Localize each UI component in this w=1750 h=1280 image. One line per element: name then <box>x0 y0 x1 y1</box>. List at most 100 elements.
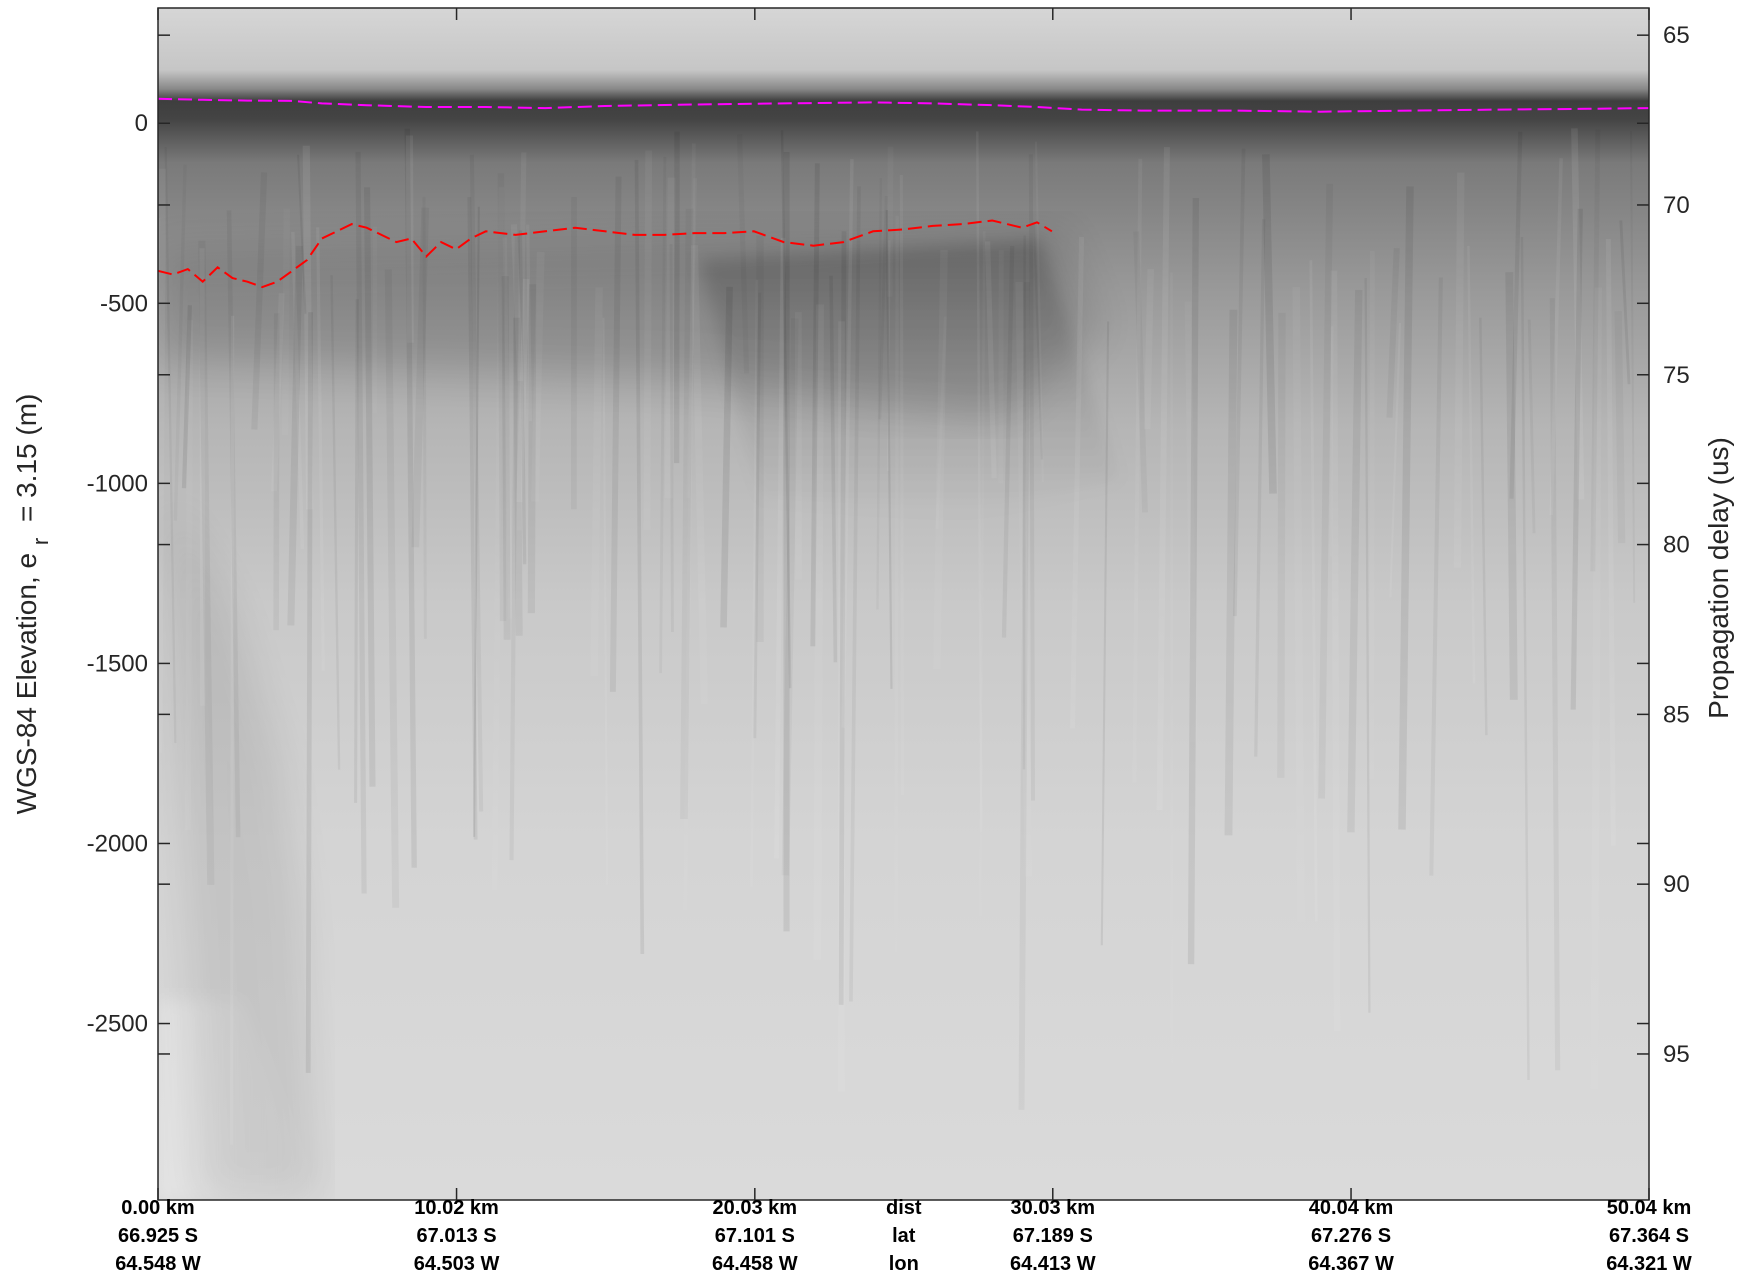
echogram-streak <box>354 299 359 803</box>
row-label-dist: dist <box>886 1197 922 1219</box>
echogram-streak <box>158 218 161 385</box>
echogram-streak <box>1619 220 1631 385</box>
echogram-streak <box>1520 237 1530 1080</box>
echogram-streak <box>750 279 759 887</box>
echogram-streak <box>720 286 733 628</box>
echogram-streak <box>513 317 523 636</box>
echogram-streak <box>894 215 899 953</box>
echogram-streak <box>364 187 376 787</box>
layer-traces <box>158 97 1649 289</box>
echogram-streak <box>1143 268 1154 430</box>
echogram-streak <box>287 245 303 626</box>
row-label-lat: lat <box>892 1225 916 1247</box>
right-y-axis: 65 70 75 80 85 90 95 <box>158 22 1690 1068</box>
internal-layer-trace <box>158 219 1053 289</box>
echogram-streak <box>609 176 622 692</box>
echogram-streak <box>1262 154 1277 494</box>
echogram-streak <box>1549 298 1561 1071</box>
echogram-streak <box>976 131 983 832</box>
echogram-streak <box>411 207 430 548</box>
echogram-streak <box>516 278 530 503</box>
echogram-streak <box>753 292 762 739</box>
left-tick-label: -2000 <box>87 830 148 857</box>
echogram-dark-trough <box>170 500 320 1200</box>
x-tick-dist-label: 10.02 km <box>414 1197 499 1219</box>
echogram-streak <box>518 230 527 565</box>
echogram-streak <box>404 128 417 868</box>
echogram-fan-region <box>700 240 1120 520</box>
echogram-streak <box>1364 278 1371 1013</box>
x-tick-dist-label: 30.03 km <box>1011 1197 1096 1219</box>
plot-area <box>158 8 1649 1200</box>
echogram-streak <box>305 312 313 1073</box>
right-tick-label: 80 <box>1663 532 1690 559</box>
echogram-streak <box>1032 221 1043 460</box>
left-axis-label-rest: = 3.15 (m) <box>11 394 42 522</box>
echogram-streak <box>1570 208 1583 710</box>
echogram-streak <box>1187 197 1200 965</box>
echogram-streak <box>164 147 177 744</box>
echogram-streak <box>1070 236 1085 729</box>
x-tick-lon-label: 64.413 W <box>1010 1253 1096 1275</box>
echogram-streak <box>1386 248 1400 418</box>
echogram-streak <box>501 275 511 640</box>
echogram-streak <box>1309 260 1318 922</box>
echogram-streak <box>780 130 792 689</box>
echogram-streak <box>273 313 280 631</box>
echogram-streak <box>502 237 513 619</box>
echogram-streak <box>602 317 609 885</box>
x-tick-lat-label: 67.364 S <box>1609 1225 1689 1247</box>
echogram-streak <box>285 209 287 435</box>
echogram-streak <box>226 210 241 838</box>
left-axis-label-main: WGS-84 Elevation, e <box>11 553 42 814</box>
echogram-streak <box>1571 128 1585 500</box>
echogram-streak <box>1549 158 1563 516</box>
left-tick-label: -1500 <box>87 650 148 677</box>
echogram-streak <box>1233 148 1246 617</box>
echogram-streak <box>1318 183 1334 799</box>
right-axis-label: Propagation delay (us) <box>1703 437 1734 719</box>
echogram-streak <box>664 177 676 499</box>
echogram-streak <box>1429 277 1443 876</box>
echogram-streak <box>467 197 478 840</box>
echogram-streak <box>1389 322 1402 598</box>
echogram-streak <box>405 135 414 343</box>
x-tick-lat-label: 67.189 S <box>1013 1225 1093 1247</box>
echogram-streak <box>516 152 527 531</box>
echogram-streak <box>810 163 820 647</box>
echogram-streak <box>526 224 533 422</box>
echogram-streak <box>158 168 167 753</box>
right-tick-label: 70 <box>1663 192 1690 219</box>
echogram-streak <box>886 240 891 471</box>
x-tick-lat-label: 67.013 S <box>417 1225 497 1247</box>
echogram-streak <box>841 159 854 728</box>
echogram-streak <box>510 224 524 382</box>
echogram-streak <box>199 248 206 706</box>
echogram-streak <box>509 236 519 861</box>
echogram-streak <box>885 209 893 689</box>
row-label-lon: lon <box>889 1253 919 1275</box>
left-tick-label: -2500 <box>87 1011 148 1038</box>
echogram-streak <box>527 284 537 614</box>
echogram-streak <box>813 304 824 960</box>
echogram-streak <box>384 269 400 908</box>
left-tick-label: 0 <box>135 110 148 137</box>
echogram-streak <box>1505 272 1518 700</box>
echogram-streak <box>1453 172 1465 568</box>
x-tick-lon-label: 64.321 W <box>1606 1253 1692 1275</box>
echogram-streak <box>838 231 847 1005</box>
echogram-streak <box>1001 250 1002 483</box>
echogram-streak <box>590 287 603 677</box>
echogram-streak <box>1100 321 1110 946</box>
echogram-streak <box>1509 131 1523 499</box>
echogram-streak <box>1467 245 1476 684</box>
left-y-axis: 0 -500 -1000 -1500 -2000 -2500 <box>87 110 1649 1038</box>
echogram-streak <box>899 175 905 796</box>
echogram-streak <box>251 172 268 430</box>
echogram-streak <box>774 238 786 859</box>
left-axis-label: WGS-84 Elevation, e r = 3.15 (m) <box>11 394 54 815</box>
echogram-streak <box>985 241 997 479</box>
echogram-streak <box>1292 287 1305 922</box>
echogram-streak <box>1605 238 1616 846</box>
